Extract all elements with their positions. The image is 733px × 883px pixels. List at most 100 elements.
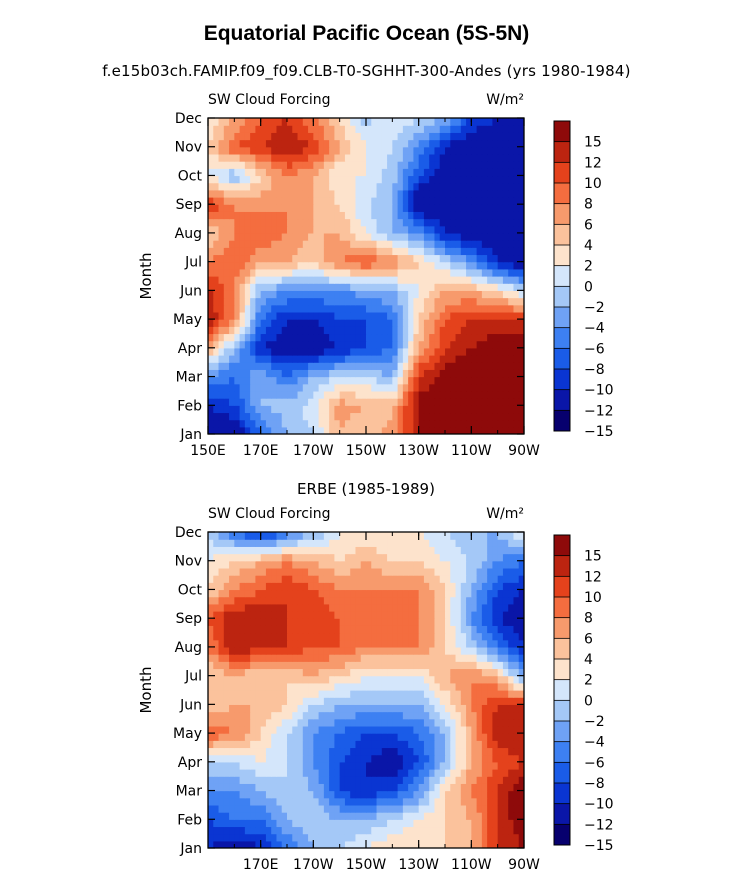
- contour-cell: [387, 362, 393, 370]
- contour-cell: [234, 369, 241, 378]
- contour-cell: [260, 797, 267, 806]
- contour-cell: [276, 783, 283, 792]
- contour-cell: [502, 132, 509, 141]
- contour-cell: [423, 326, 430, 335]
- contour-cell: [450, 797, 457, 806]
- contour-cell: [287, 419, 293, 428]
- contour-cell: [508, 268, 515, 277]
- contour-cell: [281, 754, 288, 763]
- contour-cell: [239, 347, 246, 356]
- contour-cell: [234, 139, 241, 148]
- contour-cell: [260, 261, 267, 270]
- contour-cell: [450, 711, 457, 720]
- contour-cell: [287, 690, 293, 698]
- contour-cell: [429, 247, 436, 256]
- contour-cell: [281, 283, 288, 291]
- contour-cell: [376, 261, 383, 270]
- contour-cell: [360, 326, 367, 335]
- contour-cell: [518, 240, 524, 248]
- contour-cell: [408, 704, 414, 713]
- contour-cell: [402, 833, 409, 842]
- contour-cell: [502, 761, 509, 770]
- contour-cell: [466, 740, 472, 749]
- contour-cell: [313, 625, 320, 634]
- contour-cell: [366, 405, 372, 414]
- contour-cell: [371, 146, 378, 155]
- contour-cell: [502, 204, 509, 212]
- contour-cell: [513, 690, 520, 698]
- contour-cell: [366, 840, 372, 848]
- contour-cell: [392, 247, 399, 256]
- contour-cell: [508, 276, 515, 284]
- contour-cell: [402, 232, 409, 241]
- contour-cell: [439, 840, 446, 848]
- contour-cell: [502, 603, 509, 612]
- contour-cell: [313, 654, 320, 662]
- contour-cell: [487, 398, 493, 406]
- contour-cell: [450, 740, 457, 749]
- contour-cell: [376, 283, 383, 291]
- contour-cell: [276, 405, 283, 414]
- contour-cell: [271, 675, 278, 684]
- contour-cell: [508, 819, 515, 828]
- contour-cell: [418, 247, 425, 256]
- contour-cell: [445, 398, 451, 406]
- contour-cell: [439, 697, 446, 705]
- contour-cell: [355, 783, 362, 792]
- contour-cell: [392, 211, 399, 220]
- contour-cell: [260, 125, 267, 133]
- contour-cell: [492, 153, 499, 162]
- contour-cell: [371, 733, 378, 741]
- contour-cell: [418, 319, 425, 327]
- contour-cell: [255, 189, 262, 198]
- contour-cell: [329, 376, 335, 385]
- contour-cell: [265, 797, 272, 806]
- contour-cell: [276, 819, 283, 828]
- contour-cell: [281, 675, 288, 684]
- contour-cell: [276, 297, 283, 306]
- contour-cell: [518, 646, 524, 655]
- contour-cell: [350, 419, 357, 428]
- contour-cell: [476, 761, 483, 770]
- contour-cell: [513, 268, 520, 277]
- contour-cell: [350, 704, 357, 713]
- contour-cell: [318, 718, 325, 727]
- contour-cell: [481, 175, 488, 184]
- contour-cell: [418, 682, 425, 691]
- contour-cell: [402, 419, 409, 428]
- contour-cell: [313, 697, 320, 705]
- contour-cell: [392, 618, 399, 626]
- contour-cell: [329, 189, 335, 198]
- contour-cell: [439, 639, 446, 648]
- contour-cell: [471, 340, 478, 349]
- contour-cell: [260, 682, 267, 691]
- contour-cell: [502, 618, 509, 626]
- contour-cell: [408, 776, 414, 784]
- contour-cell: [502, 319, 509, 327]
- contour-cell: [455, 840, 462, 848]
- contour-cell: [518, 769, 524, 777]
- contour-cell: [360, 297, 367, 306]
- contour-cell: [476, 362, 483, 370]
- contour-cell: [308, 819, 314, 828]
- contour-cell: [460, 675, 467, 684]
- contour-cell: [297, 304, 304, 313]
- contour-cell: [434, 675, 441, 684]
- contour-cell: [255, 132, 262, 141]
- contour-cell: [450, 197, 457, 205]
- contour-cell: [481, 333, 488, 342]
- contour-cell: [487, 632, 493, 641]
- contour-cell: [313, 611, 320, 619]
- contour-cell: [471, 419, 478, 428]
- contour-cell: [360, 182, 367, 191]
- contour-cell: [329, 276, 335, 284]
- contour-cell: [360, 747, 367, 756]
- contour-cell: [323, 362, 330, 370]
- contour-cell: [518, 283, 524, 291]
- contour-cell: [402, 804, 409, 813]
- contour-cell: [460, 711, 467, 720]
- contour-cell: [423, 276, 430, 284]
- contour-cell: [292, 153, 299, 162]
- contour-cell: [234, 761, 241, 770]
- contour-cell: [450, 840, 457, 848]
